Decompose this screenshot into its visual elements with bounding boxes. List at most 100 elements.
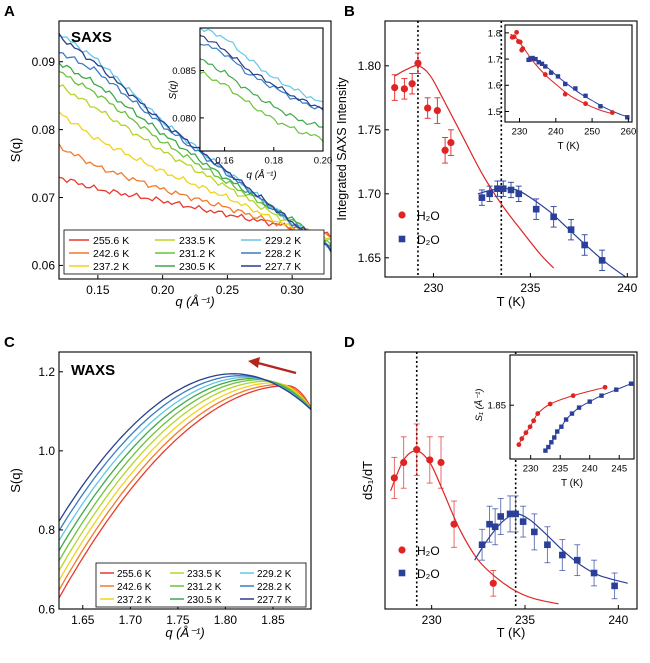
legend-label: 242.6 K bbox=[117, 582, 152, 593]
legend-label: 242.6 K bbox=[93, 248, 129, 260]
panel-a-y-tick-label: 0.07 bbox=[32, 191, 56, 205]
inset-h2o-point bbox=[514, 29, 520, 35]
panel-a-frame bbox=[58, 20, 332, 280]
legend-label: 231.2 K bbox=[179, 248, 215, 260]
panel-b-y-tick-label: 1.75 bbox=[358, 123, 382, 137]
inset-h2o-point bbox=[610, 110, 615, 115]
panel-b-inset-x-tick-label: 260 bbox=[620, 127, 636, 138]
h2o-point bbox=[441, 146, 449, 154]
waxs-curve bbox=[59, 384, 311, 599]
panel-b-inset-xlabel: T (K) bbox=[557, 141, 579, 152]
peak-shift-arrow bbox=[257, 361, 297, 375]
inset-h2o-point bbox=[517, 39, 523, 45]
waxs-curve bbox=[59, 377, 311, 551]
h2o-point bbox=[450, 520, 458, 528]
inset-h2o-point bbox=[516, 442, 522, 448]
inset-d2o-point bbox=[555, 74, 561, 79]
inset-h2o-point bbox=[519, 436, 525, 442]
panel-a-y-tick-label: 0.06 bbox=[32, 259, 56, 273]
d2o-point bbox=[532, 205, 540, 213]
d2o-point bbox=[494, 185, 501, 192]
legend-label: 229.2 K bbox=[265, 235, 301, 247]
legend-label: 229.2 K bbox=[257, 569, 292, 580]
panel-d-x-tick-label: 240 bbox=[608, 613, 628, 627]
saxs-curve bbox=[59, 52, 331, 251]
inset-h2o-point bbox=[531, 418, 537, 424]
panel-d-inset-y-tick-label: 1.85 bbox=[488, 401, 507, 412]
panel-a-inset-x-tick-label: 0.16 bbox=[215, 156, 234, 167]
h2o-point bbox=[489, 579, 497, 587]
panel-a-xlabel: q (Å⁻¹) bbox=[175, 294, 214, 309]
inset-h2o-point bbox=[562, 91, 568, 97]
h2o-point bbox=[408, 80, 416, 88]
legend-label: 233.5 K bbox=[187, 569, 222, 580]
inset-d2o-point bbox=[552, 435, 557, 440]
waxs-curve bbox=[59, 373, 311, 522]
panel-a-legend bbox=[63, 229, 325, 275]
legend-d2o-marker bbox=[398, 235, 406, 243]
waxs-curve bbox=[59, 382, 311, 581]
saxs-title: SAXS bbox=[71, 29, 112, 46]
panel-a-inset-x-tick-label: 0.20 bbox=[314, 156, 333, 167]
h2o-point bbox=[426, 456, 434, 464]
d2o-point bbox=[611, 582, 618, 590]
inset-saxs-curve bbox=[200, 35, 323, 110]
panel-d-xlabel: T (K) bbox=[497, 625, 526, 640]
inset-d2o-point bbox=[543, 64, 548, 69]
peak-shift-arrowhead bbox=[248, 357, 260, 368]
d2o-point bbox=[531, 528, 538, 536]
d2o-point bbox=[491, 523, 499, 531]
d2o-point bbox=[598, 257, 606, 264]
panel-c-frame bbox=[58, 351, 312, 610]
panel-b-x-tick-label: 240 bbox=[617, 281, 637, 295]
panel-d-inset-x-tick-label: 240 bbox=[582, 464, 598, 475]
h2o-point bbox=[400, 85, 408, 93]
d2o-point bbox=[499, 185, 507, 192]
panel-a-letter: A bbox=[4, 3, 15, 20]
legend-h2o-marker bbox=[398, 211, 406, 219]
inset-d2o-point bbox=[587, 399, 592, 404]
panel-d-inset-frame bbox=[509, 354, 635, 460]
legend-h2o-label: H₂O bbox=[417, 544, 440, 558]
panel-a-y-tick-label: 0.09 bbox=[32, 55, 56, 69]
inset-h2o-point bbox=[602, 384, 608, 390]
h2o-point bbox=[391, 83, 399, 92]
d2o-point bbox=[515, 190, 523, 198]
legend-h2o-marker bbox=[398, 546, 406, 554]
h2o-point bbox=[413, 446, 421, 454]
panel-c-x-tick-label: 1.75 bbox=[166, 613, 190, 627]
panel-c-letter: C bbox=[4, 334, 15, 351]
h2o-fit-curve bbox=[394, 65, 555, 269]
panel-b-xlabel: T (K) bbox=[497, 294, 526, 309]
panel-d-inset-x-tick-label: 235 bbox=[552, 464, 568, 475]
inset-d2o-point bbox=[625, 115, 630, 120]
panel-c-y-tick-label: 0.8 bbox=[38, 523, 55, 537]
panel-b-inset-frame bbox=[504, 24, 633, 123]
panel-d-letter: D bbox=[344, 334, 355, 351]
d2o-point bbox=[519, 518, 527, 525]
inset-h2o-point bbox=[535, 411, 541, 416]
waxs-curve bbox=[59, 375, 311, 532]
inset-d2o-point bbox=[543, 448, 548, 453]
d2o-point bbox=[567, 226, 575, 233]
panel-c-ylabel: S(q) bbox=[8, 468, 23, 493]
panel-b-x-tick-label: 230 bbox=[423, 281, 443, 295]
inset-d2o-point bbox=[548, 70, 554, 75]
waxs-curve bbox=[59, 379, 311, 562]
inset-saxs-curve bbox=[200, 28, 323, 103]
panel-c-y-tick-label: 0.6 bbox=[38, 602, 55, 616]
panel-b-inset-x-tick-label: 250 bbox=[584, 127, 600, 138]
panel-b-y-tick-label: 1.80 bbox=[358, 59, 382, 73]
inset-d2o-point bbox=[536, 60, 541, 65]
saxs-curve bbox=[59, 32, 331, 253]
inset-d2o-point bbox=[628, 381, 634, 386]
panel-c-x-tick-label: 1.70 bbox=[119, 613, 143, 627]
panel-c-x-tick-label: 1.65 bbox=[71, 613, 95, 627]
inset-h2o-point bbox=[583, 101, 588, 107]
d2o-point bbox=[486, 190, 493, 198]
inset-d2o-point bbox=[539, 61, 545, 66]
waxs-title: WAXS bbox=[71, 362, 115, 379]
inset-h2o-point bbox=[542, 72, 548, 77]
legend-h2o-label: H₂O bbox=[417, 209, 440, 223]
panel-b-y-tick-label: 1.70 bbox=[358, 187, 382, 201]
